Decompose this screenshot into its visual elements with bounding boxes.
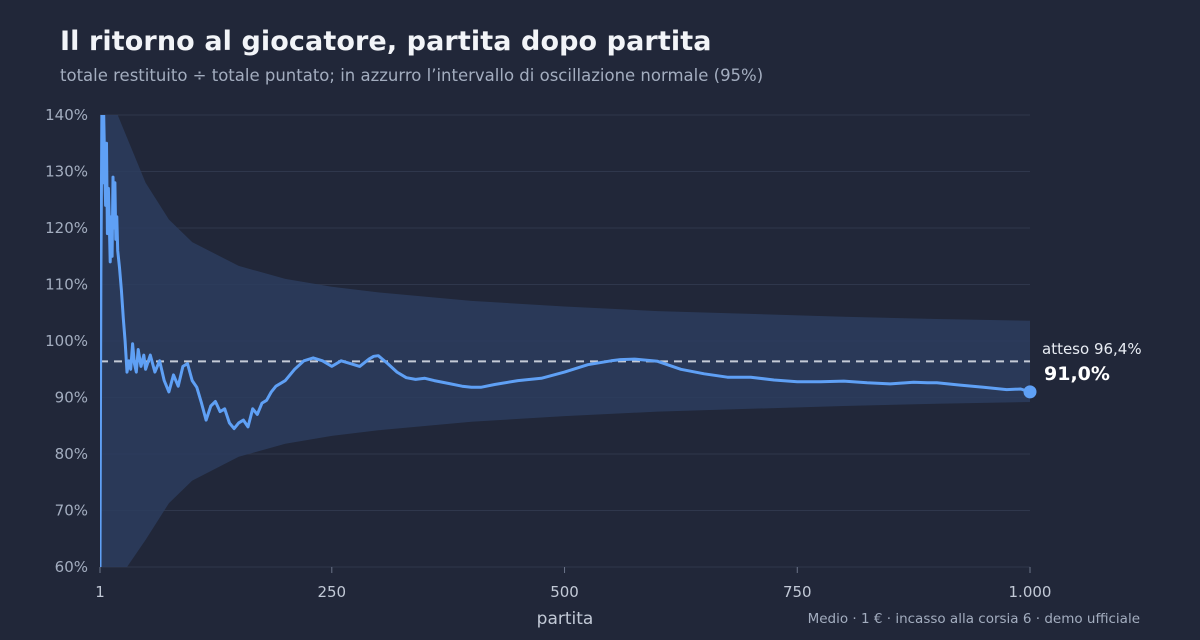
x-tick-label: 1 — [95, 583, 105, 601]
series-line — [100, 115, 1030, 567]
chart-subtitle: totale restituito ÷ totale puntato; in a… — [60, 66, 764, 85]
x-tick-label: 500 — [550, 583, 579, 601]
x-tick-label: 1.000 — [1009, 583, 1052, 601]
y-tick-label: 70% — [55, 502, 88, 520]
x-tick-label: 750 — [783, 583, 812, 601]
y-tick-label: 120% — [45, 219, 88, 237]
y-tick-label: 110% — [45, 276, 88, 294]
final-point — [1023, 385, 1037, 399]
x-axis-ticks: 1 250 500 750 1.000 — [95, 567, 1051, 601]
y-tick-label: 130% — [45, 163, 88, 181]
x-tick-label: 250 — [317, 583, 346, 601]
y-tick-label: 60% — [55, 558, 88, 576]
chart-title: Il ritorno al giocatore, partita dopo pa… — [60, 26, 712, 57]
y-tick-label: 90% — [55, 389, 88, 407]
y-tick-label: 140% — [45, 106, 88, 124]
footer-note: Medio · 1 € · incasso alla corsia 6 · de… — [807, 611, 1140, 627]
y-tick-label: 80% — [55, 445, 88, 463]
expected-label: atteso 96,4% — [1042, 340, 1142, 358]
final-value-label: 91,0% — [1044, 363, 1110, 385]
confidence-band — [100, 115, 1030, 567]
y-axis-ticks: 60% 70% 80% 90% 100% 110% 120% 130% 140% — [45, 106, 88, 576]
x-axis-label: partita — [537, 609, 594, 629]
y-tick-label: 100% — [45, 332, 88, 350]
